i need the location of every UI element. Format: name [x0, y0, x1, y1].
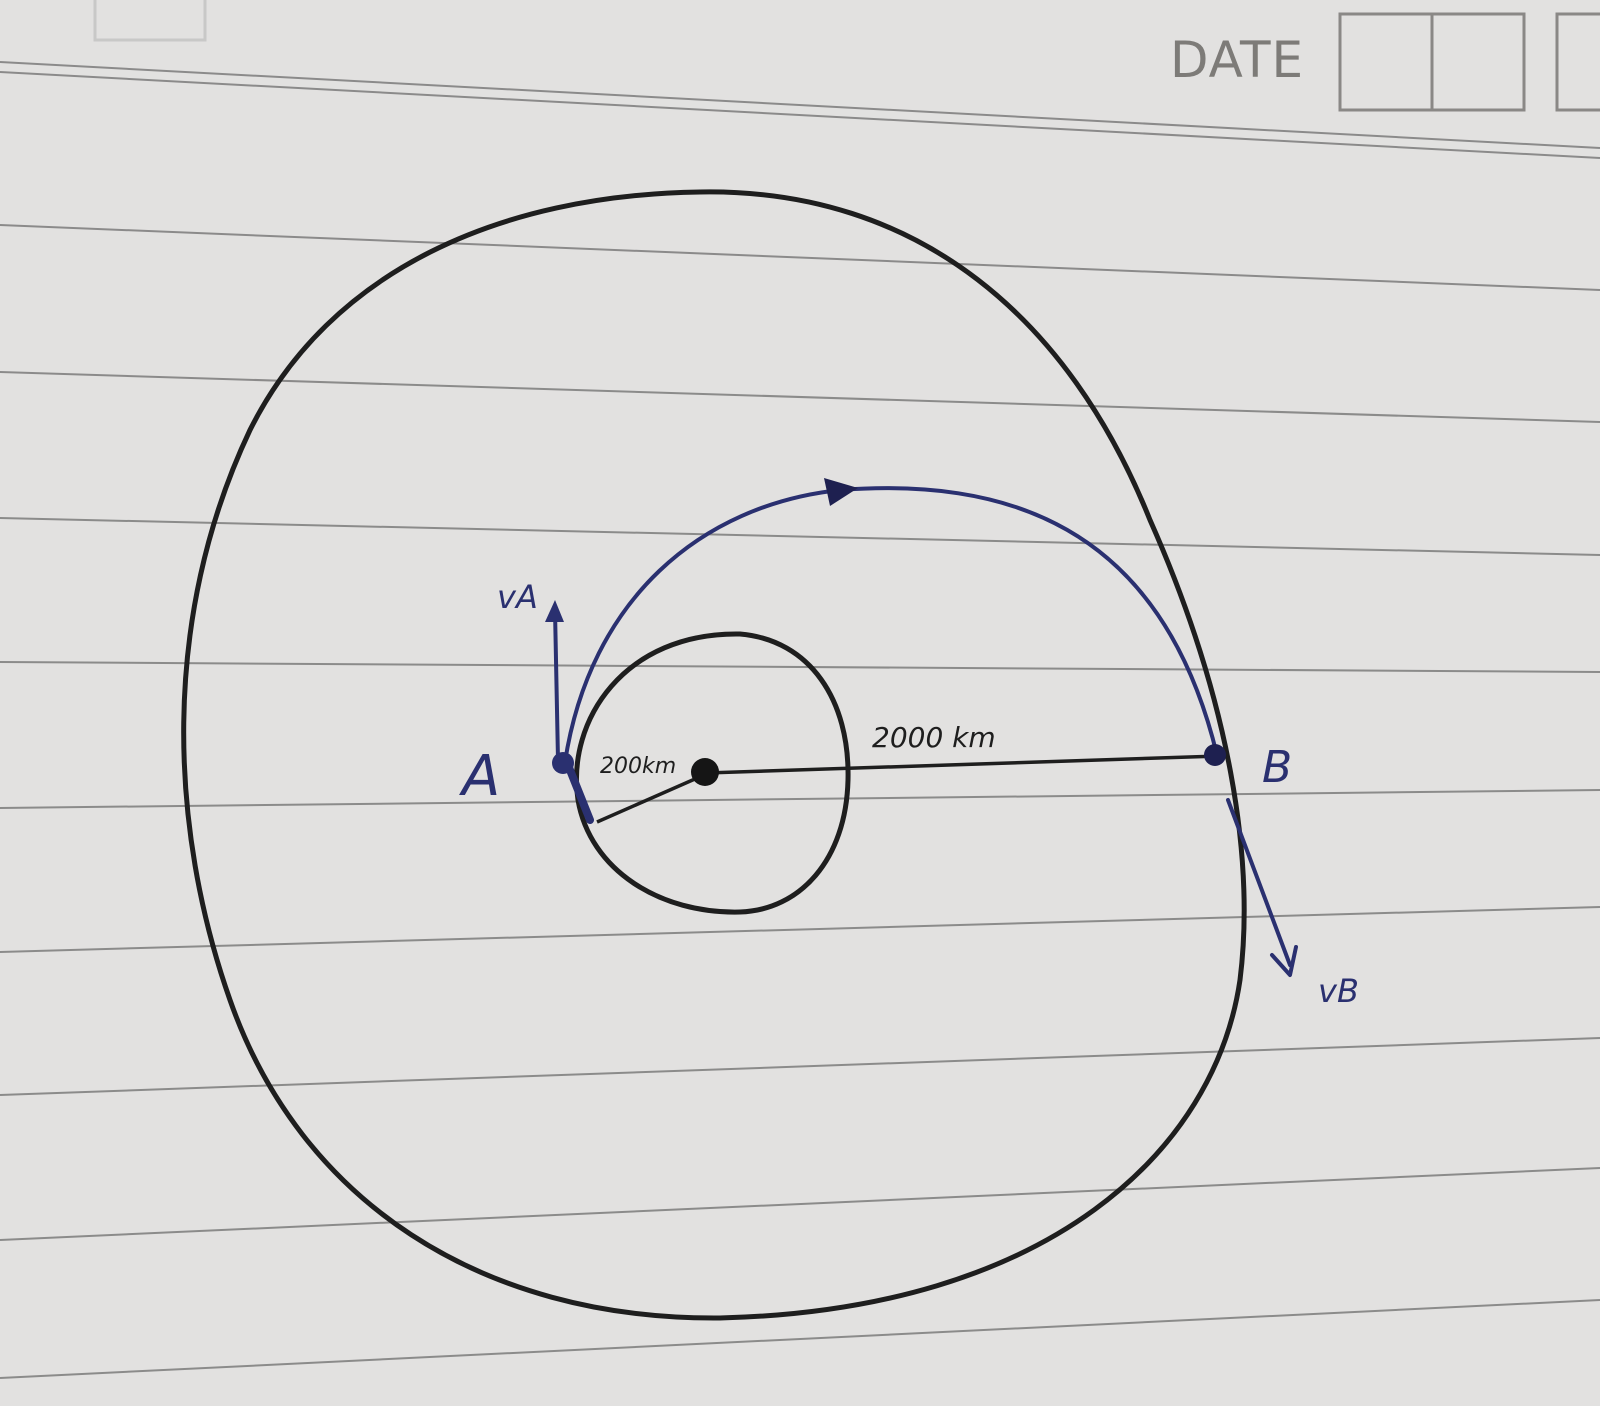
rule-line: [0, 789, 1600, 809]
velocity-a-label: vA: [497, 578, 538, 616]
bleed-box: [93, 0, 207, 42]
rule-line: [0, 906, 1600, 953]
velocity-a-arrowhead: [545, 600, 564, 622]
date-box-year: [1555, 12, 1600, 112]
transfer-direction-arrowhead: [824, 478, 858, 506]
rule-line: [0, 661, 1600, 673]
inner-radius-line: [596, 773, 705, 824]
point-b-label: B: [1262, 742, 1292, 793]
outer-radius-line: [705, 754, 1221, 775]
point-b-dot: [1204, 744, 1226, 766]
date-boxes: [1338, 12, 1600, 112]
rule-line: [0, 517, 1600, 556]
rule-line: [0, 371, 1600, 423]
velocity-b-label: vB: [1318, 972, 1359, 1010]
inner-radius-label: 200km: [600, 754, 676, 779]
rule-line: [0, 1299, 1600, 1379]
bleed-through: [93, 0, 207, 42]
outer-radius-label: 2000 km: [872, 721, 996, 754]
point-a-label: A: [459, 744, 500, 809]
header-rule-2: [0, 71, 1600, 159]
velocity-b-arrowhead: [1270, 945, 1298, 977]
rule-line: [0, 224, 1600, 291]
date-box-month: [1430, 12, 1526, 112]
date-label: DATE: [1170, 31, 1304, 89]
inner-planet-circle: [574, 631, 851, 915]
rule-line: [0, 1167, 1600, 1241]
header-rule: [0, 61, 1600, 149]
planet-center-dot: [691, 758, 719, 786]
point-a-stroke: [564, 761, 594, 824]
velocity-b-arrow-shaft: [1226, 798, 1292, 967]
outer-orbit-circle: [181, 189, 1247, 1321]
velocity-a-arrow-shaft: [553, 608, 560, 762]
